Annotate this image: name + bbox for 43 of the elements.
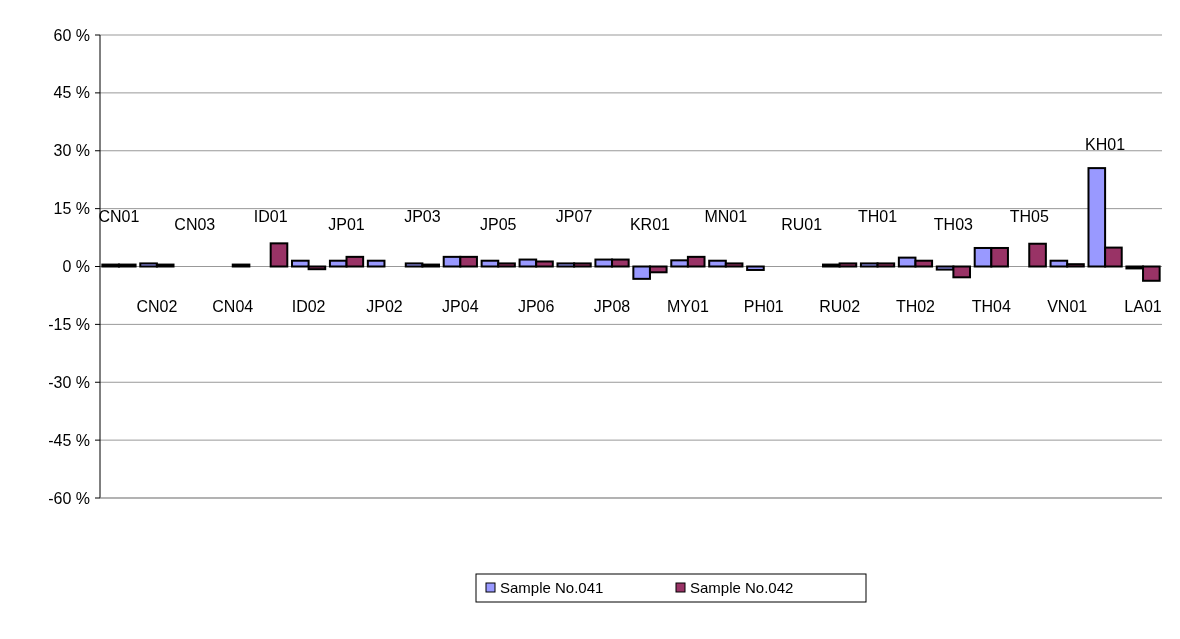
y-tick-label: 45 % (53, 84, 90, 102)
x-tick-label: TH02 (895, 297, 936, 315)
x-tick-label: CN04 (212, 297, 254, 315)
x-tick-label: CN03 (174, 215, 216, 233)
x-tick-label: PH01 (743, 297, 784, 315)
x-tick-label: JP08 (593, 297, 631, 315)
y-tick-label: -60 % (48, 489, 90, 507)
bar (269, 242, 289, 268)
x-tick-label: JP01 (328, 215, 365, 233)
x-tick-label: JP05 (480, 215, 517, 233)
x-tick-label: JP06 (517, 297, 555, 315)
x-tick-label: TH05 (1009, 207, 1049, 225)
x-tick-label: RU02 (819, 297, 861, 315)
y-tick-label: -30 % (48, 373, 90, 391)
bar (366, 259, 386, 268)
bar (1028, 242, 1047, 268)
x-tick-label: MY01 (666, 297, 709, 315)
x-tick-label: CN01 (98, 207, 140, 225)
x-tick-label: TH01 (857, 207, 898, 225)
x-tick-label: LA01 (1124, 297, 1162, 315)
x-tick-label: ID01 (253, 207, 288, 225)
x-tick-label: JP02 (366, 297, 403, 315)
x-tick-label: JP03 (404, 207, 441, 225)
x-tick-label: CN02 (136, 297, 178, 315)
x-tick-label: VN01 (1047, 297, 1088, 315)
bar (746, 265, 765, 271)
y-tick-label: -15 % (48, 315, 90, 333)
legend-label: Sample No.041 (500, 579, 604, 596)
x-tick-label: MN01 (704, 207, 748, 225)
x-tick-label: RU01 (781, 215, 823, 233)
y-tick-label: 0 % (62, 258, 90, 276)
x-tick-label: JP04 (442, 297, 479, 315)
y-tick-label: 30 % (53, 142, 90, 160)
x-tick-label: JP07 (555, 207, 593, 225)
legend-label: Sample No.042 (690, 579, 794, 596)
y-tick-label: -45 % (48, 431, 90, 449)
x-tick-label: KH01 (1085, 136, 1126, 154)
x-tick-label: KR01 (629, 215, 671, 233)
x-tick-label: TH03 (933, 215, 974, 233)
y-tick-label: 15 % (53, 200, 90, 218)
x-tick-label: ID02 (291, 297, 326, 315)
y-tick-label: 60 % (53, 26, 90, 44)
x-tick-label: TH04 (971, 297, 1011, 315)
